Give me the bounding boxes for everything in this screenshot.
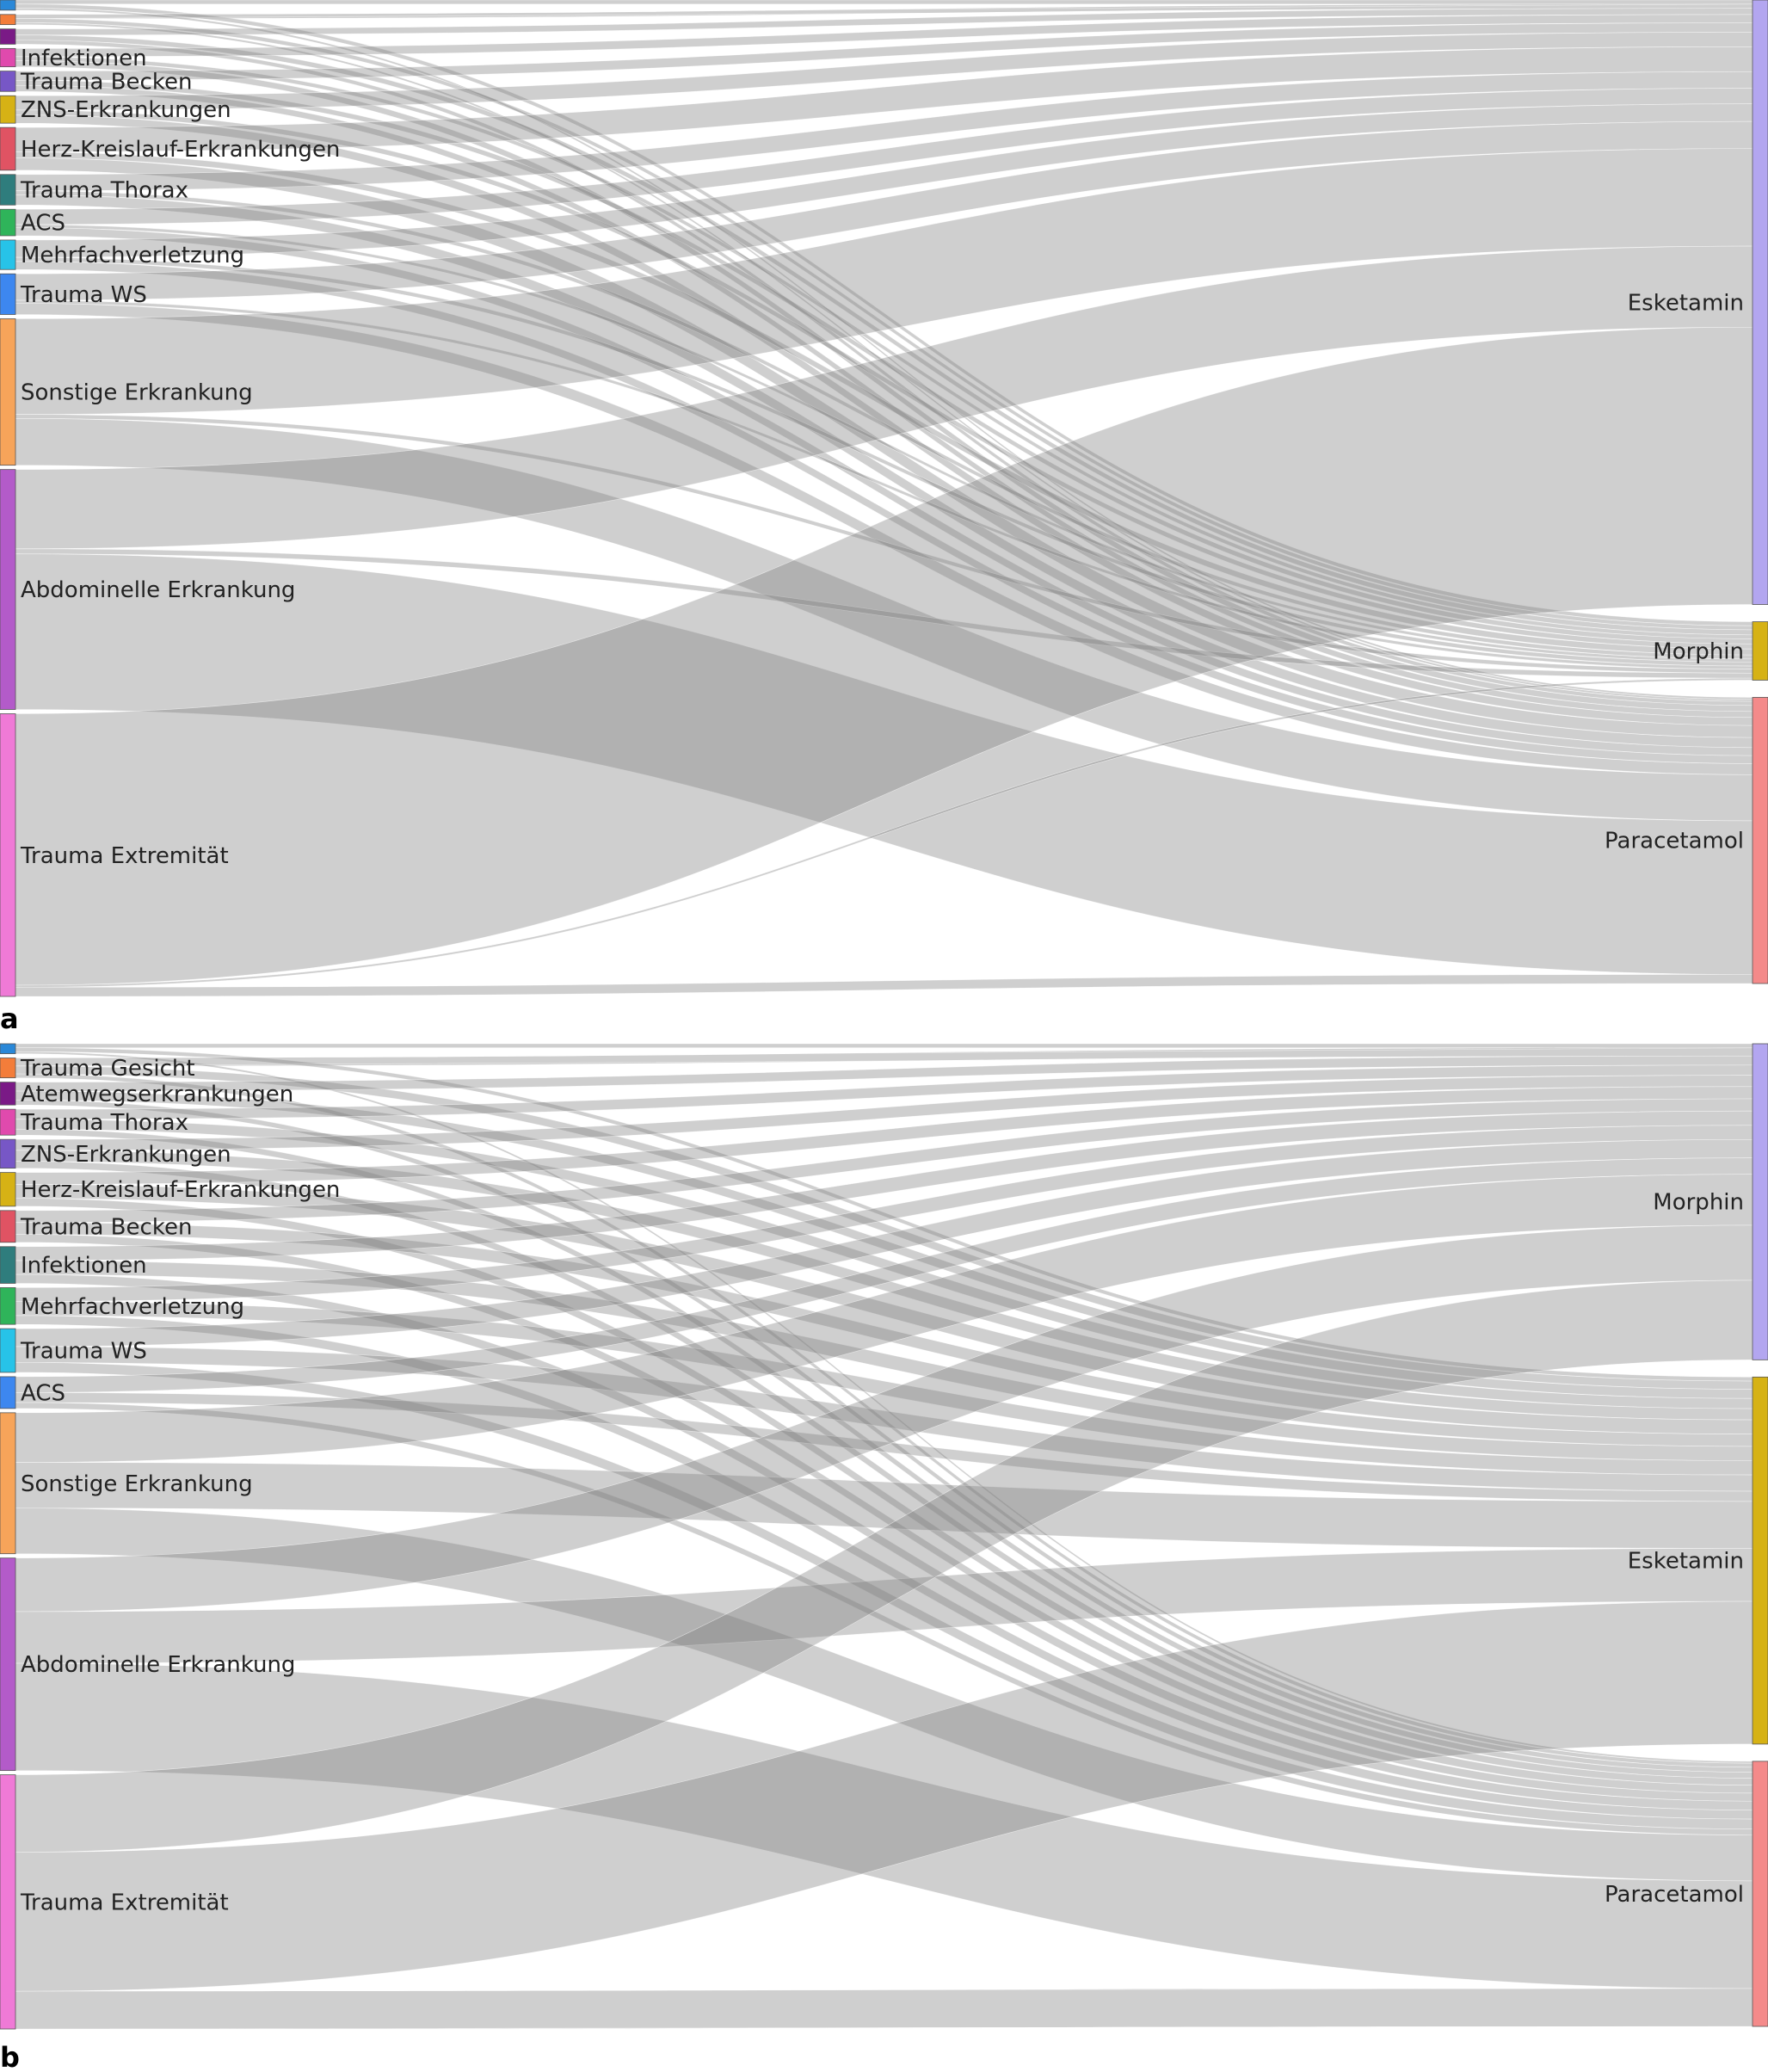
source-label-sonstige-erkrankung: Sonstige Erkrankung <box>21 1471 253 1497</box>
source-label-abdominelle-erkrankung: Abdominelle Erkrankung <box>21 1652 295 1678</box>
source-node-zns-erkrankungen <box>0 95 16 124</box>
flow-src0-to-esketamin <box>15 0 1753 5</box>
source-node-trauma-ws <box>0 1328 16 1373</box>
source-node-zns-erkrankungen <box>0 1138 16 1169</box>
source-label-trauma-becken: Trauma Becken <box>20 69 192 95</box>
source-label-abdominelle-erkrankung: Abdominelle Erkrankung <box>21 577 295 603</box>
source-label-acs: ACS <box>21 211 65 237</box>
source-node-unlabeled-1 <box>0 14 16 26</box>
target-label-esketamin: Esketamin <box>1628 290 1744 316</box>
source-label-acs: ACS <box>21 1380 65 1406</box>
target-label-morphin: Morphin <box>1653 639 1744 665</box>
source-label-infektionen: Infektionen <box>21 1253 147 1279</box>
target-node-morphin <box>1752 1043 1768 1360</box>
source-label-mehrfachverletzung: Mehrfachverletzung <box>21 243 244 268</box>
source-node-herz-kreislauf-erkrankungen <box>0 1172 16 1207</box>
source-node-mehrfachverletzung <box>0 239 16 270</box>
panel-label-a: a <box>0 1002 19 1035</box>
target-label-paracetamol: Paracetamol <box>1605 1882 1744 1908</box>
source-node-trauma-thorax <box>0 1108 16 1136</box>
source-label-trauma-thorax: Trauma Thorax <box>20 178 188 204</box>
target-node-morphin <box>1752 621 1768 681</box>
target-label-paracetamol: Paracetamol <box>1605 829 1744 854</box>
source-label-herz-kreislauf-erkrankungen: Herz-Kreislauf-Erkrankungen <box>21 137 340 163</box>
source-node-trauma-thorax <box>0 174 16 206</box>
source-node-acs <box>0 208 16 237</box>
source-label-trauma-gesicht: Trauma Gesicht <box>20 1056 195 1082</box>
panel-b-nodes <box>0 1043 1768 2030</box>
target-node-esketamin <box>1752 0 1768 605</box>
source-node-sonstige-erkrankung <box>0 318 16 466</box>
target-node-paracetamol <box>1752 697 1768 984</box>
target-label-morphin: Morphin <box>1653 1190 1744 1216</box>
source-node-mehrfachverletzung <box>0 1287 16 1325</box>
source-label-zns-erkrankungen: ZNS-Erkrankungen <box>21 97 231 123</box>
source-label-trauma-thorax: Trauma Thorax <box>20 1110 188 1136</box>
source-node-atemwegserkrankungen <box>0 1082 16 1106</box>
source-label-sonstige-erkrankung: Sonstige Erkrankung <box>21 380 253 406</box>
source-node-trauma-extremit-t <box>0 1774 16 2030</box>
source-node-infektionen <box>0 1246 16 1284</box>
flow-trauma-extremit-t-to-paracetamol <box>15 1988 1753 2030</box>
target-label-esketamin: Esketamin <box>1628 1549 1744 1575</box>
source-label-infektionen: Infektionen <box>21 46 147 71</box>
source-node-sonstige-erkrankung <box>0 1412 16 1555</box>
source-node-trauma-ws <box>0 273 16 315</box>
source-node-herz-kreislauf-erkrankungen <box>0 126 16 171</box>
source-node-abdominelle-erkrankung <box>0 469 16 710</box>
source-label-trauma-ws: Trauma WS <box>20 282 147 308</box>
panel-a-flows <box>15 0 1753 997</box>
source-label-zns-erkrankungen: ZNS-Erkrankungen <box>21 1142 231 1168</box>
flow-trauma-extremit-t-to-paracetamol <box>15 974 1753 997</box>
source-label-trauma-extremit-t: Trauma Extremität <box>20 1890 229 1915</box>
source-label-trauma-becken: Trauma Becken <box>20 1214 192 1240</box>
source-node-trauma-becken <box>0 71 16 92</box>
source-label-trauma-ws: Trauma WS <box>20 1339 147 1365</box>
source-node-abdominelle-erkrankung <box>0 1557 16 1772</box>
source-label-atemwegserkrankungen: Atemwegserkrankungen <box>21 1082 293 1107</box>
target-node-paracetamol <box>1752 1761 1768 2027</box>
flow-src0-to-morphin <box>15 1043 1753 1049</box>
source-node-trauma-gesicht <box>0 1058 16 1079</box>
panel-b-flows <box>15 1043 1753 2030</box>
source-node-trauma-extremit-t <box>0 713 16 997</box>
panel-label-b: b <box>0 2041 20 2072</box>
source-node-infektionen <box>0 47 16 68</box>
source-node-unlabeled-0 <box>0 0 16 11</box>
source-node-acs <box>0 1376 16 1409</box>
source-node-unlabeled-2 <box>0 28 16 45</box>
target-node-esketamin <box>1752 1376 1768 1745</box>
panel-a-nodes <box>0 0 1768 997</box>
source-label-herz-kreislauf-erkrankungen: Herz-Kreislauf-Erkrankungen <box>21 1177 340 1203</box>
source-label-trauma-extremit-t: Trauma Extremität <box>20 843 229 869</box>
source-node-unlabeled-0 <box>0 1043 16 1054</box>
source-label-mehrfachverletzung: Mehrfachverletzung <box>21 1294 244 1320</box>
source-node-trauma-becken <box>0 1210 16 1243</box>
